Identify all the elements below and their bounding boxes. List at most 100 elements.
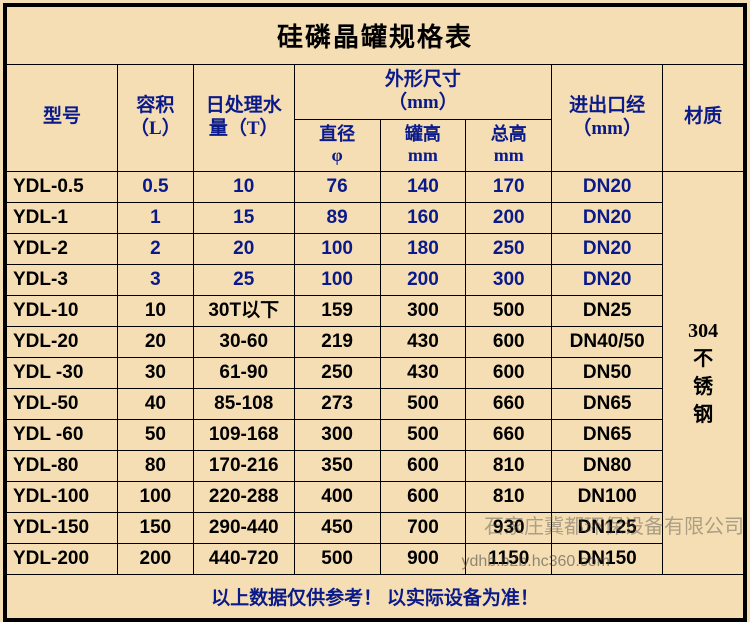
cell-model: YDL-0.5: [7, 171, 118, 202]
cell-daily: 20: [193, 233, 294, 264]
cell-inlet: DN20: [552, 171, 663, 202]
cell-inlet: DN65: [552, 419, 663, 450]
cell-inlet: DN125: [552, 512, 663, 543]
table-footer: 以上数据仅供参考！ 以实际设备为准！: [7, 574, 744, 618]
cell-total-height: 200: [466, 202, 552, 233]
cell-volume: 20: [118, 326, 194, 357]
table-row: YDL -30 30 61-90 250 430 600 DN50: [7, 357, 744, 388]
cell-total-height: 250: [466, 233, 552, 264]
cell-volume: 1: [118, 202, 194, 233]
table-row: YDL-0.5 0.5 10 76 140 170 DN20304不锈钢: [7, 171, 744, 202]
cell-height: 900: [380, 543, 466, 574]
cell-total-height: 810: [466, 450, 552, 481]
cell-total-height: 600: [466, 326, 552, 357]
cell-total-height: 660: [466, 419, 552, 450]
cell-height: 200: [380, 264, 466, 295]
cell-volume: 0.5: [118, 171, 194, 202]
cell-height: 600: [380, 450, 466, 481]
cell-volume: 3: [118, 264, 194, 295]
cell-inlet: DN100: [552, 481, 663, 512]
cell-diameter: 219: [294, 326, 380, 357]
header-diameter: 直径φ: [294, 119, 380, 171]
cell-diameter: 500: [294, 543, 380, 574]
header-dimensions: 外形尺寸（mm）: [294, 65, 551, 120]
cell-daily: 220-288: [193, 481, 294, 512]
header-volume: 容积（L）: [118, 65, 194, 172]
cell-diameter: 350: [294, 450, 380, 481]
cell-daily: 170-216: [193, 450, 294, 481]
cell-model: YDL-50: [7, 388, 118, 419]
cell-height: 160: [380, 202, 466, 233]
cell-daily: 85-108: [193, 388, 294, 419]
table-row: YDL-20 20 30-60 219 430 600 DN40/50: [7, 326, 744, 357]
table-row: YDL-1 1 15 89 160 200 DN20: [7, 202, 744, 233]
table-row: YDL-2 2 20 100 180 250 DN20: [7, 233, 744, 264]
header-daily: 日处理水量（T）: [193, 65, 294, 172]
cell-model: YDL-10: [7, 295, 118, 326]
cell-diameter: 400: [294, 481, 380, 512]
header-total-height: 总高mm: [466, 119, 552, 171]
table-row: YDL-100 100 220-288 400 600 810 DN100: [7, 481, 744, 512]
cell-model: YDL-150: [7, 512, 118, 543]
cell-total-height: 930: [466, 512, 552, 543]
cell-volume: 40: [118, 388, 194, 419]
cell-inlet: DN20: [552, 202, 663, 233]
cell-model: YDL-200: [7, 543, 118, 574]
cell-material: 304不锈钢: [663, 171, 744, 574]
cell-diameter: 273: [294, 388, 380, 419]
cell-volume: 2: [118, 233, 194, 264]
cell-inlet: DN20: [552, 233, 663, 264]
table-row: YDL-3 3 25 100 200 300 DN20: [7, 264, 744, 295]
cell-daily: 25: [193, 264, 294, 295]
table-title: 硅磷晶罐规格表: [7, 7, 744, 65]
cell-daily: 61-90: [193, 357, 294, 388]
cell-height: 300: [380, 295, 466, 326]
cell-diameter: 76: [294, 171, 380, 202]
table-row: YDL-50 40 85-108 273 500 660 DN65: [7, 388, 744, 419]
cell-model: YDL-3: [7, 264, 118, 295]
cell-daily: 290-440: [193, 512, 294, 543]
table-container: 硅磷晶罐规格表 型号 容积（L） 日处理水量（T） 外形尺寸（mm） 进出口经（…: [3, 3, 747, 622]
table-row: YDL -60 50 109-168 300 500 660 DN65: [7, 419, 744, 450]
cell-total-height: 1150: [466, 543, 552, 574]
header-height: 罐高mm: [380, 119, 466, 171]
cell-volume: 100: [118, 481, 194, 512]
table-row: YDL-150 150 290-440 450 700 930 DN125: [7, 512, 744, 543]
table-row: YDL-10 10 30T以下 159 300 500 DN25: [7, 295, 744, 326]
cell-volume: 10: [118, 295, 194, 326]
cell-model: YDL-80: [7, 450, 118, 481]
cell-daily: 440-720: [193, 543, 294, 574]
header-material: 材质: [663, 65, 744, 172]
cell-inlet: DN40/50: [552, 326, 663, 357]
cell-inlet: DN80: [552, 450, 663, 481]
cell-model: YDL -30: [7, 357, 118, 388]
cell-daily: 10: [193, 171, 294, 202]
cell-height: 600: [380, 481, 466, 512]
cell-inlet: DN65: [552, 388, 663, 419]
cell-volume: 200: [118, 543, 194, 574]
table-row: YDL-200 200 440-720 500 900 1150 DN150: [7, 543, 744, 574]
table-row: YDL-80 80 170-216 350 600 810 DN80: [7, 450, 744, 481]
cell-total-height: 300: [466, 264, 552, 295]
cell-height: 140: [380, 171, 466, 202]
cell-inlet: DN150: [552, 543, 663, 574]
cell-inlet: DN50: [552, 357, 663, 388]
cell-diameter: 100: [294, 264, 380, 295]
cell-volume: 80: [118, 450, 194, 481]
cell-diameter: 250: [294, 357, 380, 388]
spec-table: 硅磷晶罐规格表 型号 容积（L） 日处理水量（T） 外形尺寸（mm） 进出口经（…: [6, 6, 744, 619]
cell-volume: 30: [118, 357, 194, 388]
cell-total-height: 660: [466, 388, 552, 419]
cell-daily: 30-60: [193, 326, 294, 357]
cell-height: 500: [380, 419, 466, 450]
table-body: YDL-0.5 0.5 10 76 140 170 DN20304不锈钢 YDL…: [7, 171, 744, 574]
cell-diameter: 450: [294, 512, 380, 543]
cell-total-height: 600: [466, 357, 552, 388]
cell-height: 700: [380, 512, 466, 543]
cell-volume: 50: [118, 419, 194, 450]
cell-total-height: 500: [466, 295, 552, 326]
cell-height: 180: [380, 233, 466, 264]
header-model: 型号: [7, 65, 118, 172]
cell-model: YDL-2: [7, 233, 118, 264]
cell-height: 430: [380, 357, 466, 388]
